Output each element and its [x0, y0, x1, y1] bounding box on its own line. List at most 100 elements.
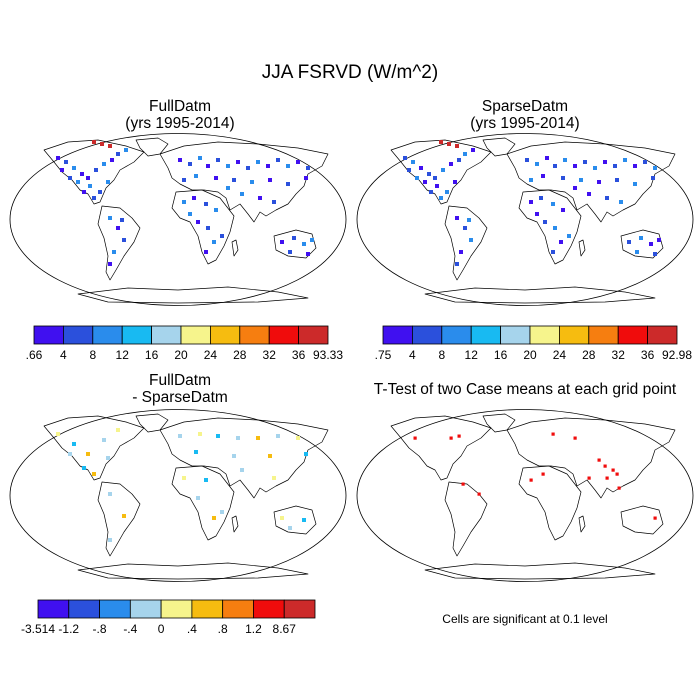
grid-cell-marker	[445, 190, 449, 194]
grid-cell-marker	[643, 160, 647, 164]
grid-cell-marker	[214, 176, 218, 180]
grid-cell-marker	[539, 196, 543, 200]
grid-cell-marker	[60, 168, 64, 172]
grid-cell-marker	[240, 468, 244, 472]
coastline-madagascar	[231, 515, 239, 533]
grid-cell-marker	[619, 200, 623, 204]
grid-cell-marker	[72, 442, 76, 446]
grid-cell-marker	[106, 456, 110, 460]
grid-cell-marker	[216, 434, 220, 438]
grid-cell-marker	[94, 168, 98, 172]
grid-cell-marker	[579, 178, 583, 182]
grid-cell-marker	[551, 202, 555, 206]
grid-cell-marker	[92, 472, 96, 476]
colorbar-label: 8	[89, 348, 96, 362]
grid-cell-marker	[525, 158, 529, 162]
grid-cell-marker	[623, 158, 627, 162]
colorbar-label: 8	[438, 348, 445, 362]
colorbar-swatch	[180, 325, 211, 345]
colorbar-label: 12	[116, 348, 130, 362]
significance-marker	[605, 476, 609, 480]
grid-cell-marker	[651, 176, 655, 180]
grid-cell-marker	[429, 190, 433, 194]
grid-cell-marker	[82, 190, 86, 194]
grid-cell-marker	[198, 432, 202, 436]
grid-cell-marker	[597, 180, 601, 184]
colorbar-swatch	[151, 325, 182, 345]
grid-cell-marker	[68, 176, 72, 180]
panel-title-line: SparseDatm	[481, 98, 569, 115]
grid-cell-marker	[639, 236, 643, 240]
significance-marker	[461, 482, 465, 486]
panel-title-ttest: T-Test of two Case means at each grid po…	[350, 381, 700, 398]
grid-cell-marker	[276, 158, 280, 162]
grid-cell-marker	[268, 454, 272, 458]
grid-cell-marker	[567, 234, 571, 238]
grid-cell-marker	[551, 250, 555, 254]
grid-cell-marker	[56, 156, 60, 160]
grid-cell-marker	[246, 166, 250, 170]
panel-title-line: (yrs 1995-2014)	[125, 115, 235, 132]
colorbar-label: 24	[553, 348, 567, 362]
grid-cell-marker	[529, 178, 533, 182]
colorbar-swatch	[209, 325, 241, 345]
grid-cell-marker	[423, 180, 427, 184]
colorbar-label: 0	[158, 622, 165, 636]
grid-cell-marker	[605, 196, 609, 200]
grid-cell-marker	[407, 168, 411, 172]
coastline-africa	[518, 465, 582, 541]
coastline-eurasia	[506, 417, 676, 499]
grid-cell-marker	[615, 178, 619, 182]
map-boundary	[356, 409, 694, 582]
grid-cell-marker	[108, 216, 112, 220]
grid-cell-marker	[86, 452, 90, 456]
grid-cell-marker	[449, 162, 453, 166]
grid-cell-marker	[122, 514, 126, 518]
colorbar-label: 28	[582, 348, 596, 362]
coastline-africa	[518, 189, 582, 265]
colorbar-full: .66 4 8 12 16 20 24 28 32 36 93.33	[26, 325, 343, 362]
grid-cell-marker	[232, 178, 236, 182]
map-boundary	[356, 133, 694, 306]
grid-cell-marker	[232, 454, 236, 458]
grid-cell-marker	[272, 476, 276, 480]
grid-cell-marker	[411, 160, 415, 164]
colorbar-label: 16	[145, 348, 159, 362]
colorbar-swatch	[191, 599, 224, 619]
colorbar-label: -.8	[93, 622, 107, 636]
colorbar-swatch	[588, 325, 619, 345]
grid-cell-marker	[204, 250, 208, 254]
grid-cell-marker	[188, 162, 192, 166]
grid-cell-marker	[266, 164, 270, 168]
colorbar-swatch	[37, 599, 70, 619]
grid-cell-marker	[559, 240, 563, 244]
grid-cell-marker	[613, 164, 617, 168]
panel-title-line: FullDatm	[148, 372, 211, 389]
grid-cell-marker	[72, 166, 76, 170]
colorbar-swatch	[121, 325, 152, 345]
grid-cell-marker	[603, 160, 607, 164]
grid-cell-marker	[64, 160, 68, 164]
grid-cell-marker	[455, 144, 459, 148]
colorbar-swatch	[558, 325, 590, 345]
grid-cell-marker	[192, 196, 196, 200]
significance-marker	[603, 464, 607, 468]
grid-cell-marker	[561, 176, 565, 180]
significance-marker	[611, 468, 615, 472]
significance-marker	[597, 458, 601, 462]
colorbar-swatch	[92, 325, 123, 345]
significance-marker	[617, 486, 621, 490]
grid-cell-marker	[120, 218, 124, 222]
significance-marker	[587, 476, 591, 480]
grid-cell-marker	[535, 162, 539, 166]
grid-cell-marker	[649, 242, 653, 246]
grid-cell-marker	[302, 242, 306, 246]
colorbar-label: 36	[641, 348, 655, 362]
grid-cell-marker	[583, 160, 587, 164]
grid-cell-marker	[633, 164, 637, 168]
grid-cell-marker	[204, 478, 208, 482]
grid-cell-marker	[196, 496, 200, 500]
grid-cell-marker	[288, 526, 292, 530]
grid-cell-marker	[573, 186, 577, 190]
grid-cell-marker	[553, 226, 557, 230]
